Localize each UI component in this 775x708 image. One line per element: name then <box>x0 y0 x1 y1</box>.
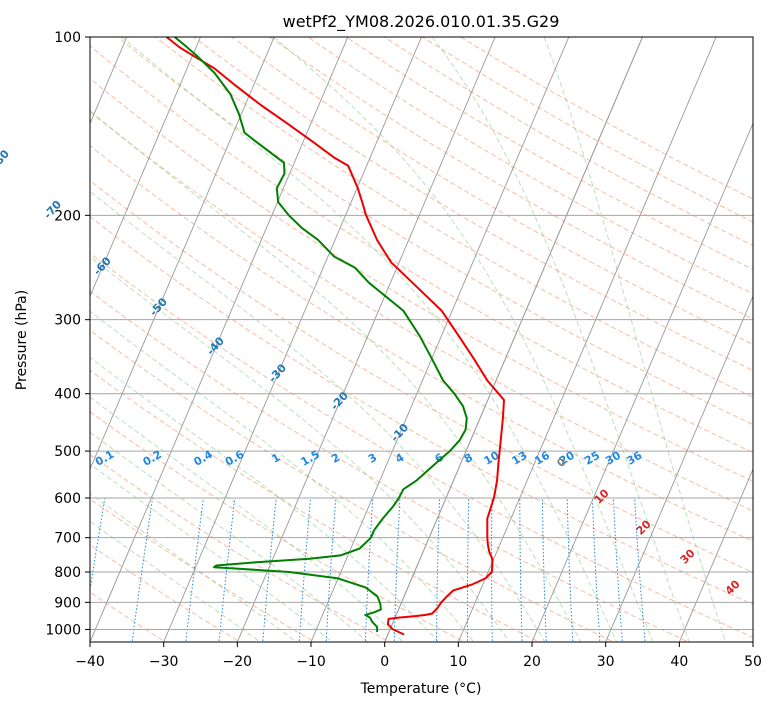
dry-adiabat <box>155 37 753 398</box>
isotherm-line <box>163 37 422 642</box>
temperature-profile <box>165 37 505 636</box>
profile-series <box>165 37 505 636</box>
y-tick-label: 700 <box>54 531 81 547</box>
x-tick-label: −30 <box>149 654 179 670</box>
dry-adiabat <box>90 179 753 573</box>
mixing-ratio-line <box>519 498 523 642</box>
dry-adiabat <box>90 329 615 642</box>
x-axis-label: Temperature (°C) <box>360 681 482 697</box>
x-tick-label: −40 <box>75 654 105 670</box>
y-tick-label: 600 <box>54 491 81 507</box>
axis-ticks: −40 −30 −20 −10 0 10 20 30 40 50 100 200 300 400 500 60… <box>45 30 762 670</box>
y-tick-label: 1000 <box>45 622 81 638</box>
mixing-ratio-line <box>185 497 204 642</box>
x-tick-label: 50 <box>744 654 762 670</box>
moist-adiabat <box>90 110 582 642</box>
isotherm-line <box>752 640 753 642</box>
y-tick-label: 100 <box>54 30 81 46</box>
isotherm-line <box>457 37 717 642</box>
y-tick-label: 800 <box>54 565 81 581</box>
mixing-ratio-line <box>364 497 374 642</box>
x-tick-label: 30 <box>597 654 615 670</box>
x-tick-label: 20 <box>523 654 541 670</box>
y-tick-label: 300 <box>54 313 81 329</box>
isotherm-line <box>90 37 201 298</box>
moist-adiabat <box>121 37 618 642</box>
mixing-ratio-line <box>218 497 236 642</box>
mixing-ratio-line <box>131 497 154 642</box>
moist-adiabat <box>90 190 546 642</box>
isotherm-line <box>236 37 496 642</box>
x-tick-label: −20 <box>223 654 253 670</box>
mixing-ratio-line <box>634 497 646 642</box>
y-tick-label: 200 <box>54 208 81 224</box>
dry-adiabat <box>193 37 753 372</box>
isotherm-line <box>605 295 753 642</box>
y-axis-label: Pressure (hPa) <box>14 290 30 390</box>
plot-frame <box>89 36 754 643</box>
isotherm-line <box>90 37 349 642</box>
y-tick-label: 900 <box>54 595 81 611</box>
chart-title: wetPf2_YM08.2026.010.01.35.G29 <box>283 12 560 32</box>
moist-adiabat <box>543 37 727 642</box>
mixing-ratio-line <box>435 497 440 642</box>
dewpoint-profile <box>174 37 468 632</box>
x-tick-label: 10 <box>449 654 467 670</box>
x-tick-label: 40 <box>670 654 688 670</box>
dry-adiabat <box>90 45 753 454</box>
dry-adiabat <box>90 145 753 542</box>
isotherm-line <box>90 37 275 471</box>
mixing-ratio-line <box>541 497 547 642</box>
mixing-ratio-line <box>591 497 601 642</box>
dry-adiabat <box>90 110 753 512</box>
dry-adiabat <box>117 37 753 426</box>
mixing-ratio-line <box>298 497 312 642</box>
mixing-ratio-line <box>262 497 277 642</box>
mixing-ratio-line <box>566 497 574 642</box>
isotherm-label: -80 <box>0 147 12 171</box>
mixing-ratio-line <box>90 497 106 593</box>
x-tick-label: 0 <box>380 654 389 670</box>
dry-adiabat <box>90 454 391 642</box>
y-tick-label: 500 <box>54 444 81 460</box>
moist-adiabat <box>90 431 369 642</box>
isotherm-line <box>531 122 753 642</box>
isotherm-line <box>310 37 570 642</box>
mixing-ratio-line <box>393 497 401 642</box>
isotherm-line <box>678 467 753 642</box>
y-tick-label: 400 <box>54 387 81 403</box>
x-tick-label: −10 <box>296 654 326 670</box>
mixing-ratio-line <box>612 497 623 642</box>
mixing-ratio-line <box>325 497 337 642</box>
isotherm-zero-line <box>384 37 643 642</box>
